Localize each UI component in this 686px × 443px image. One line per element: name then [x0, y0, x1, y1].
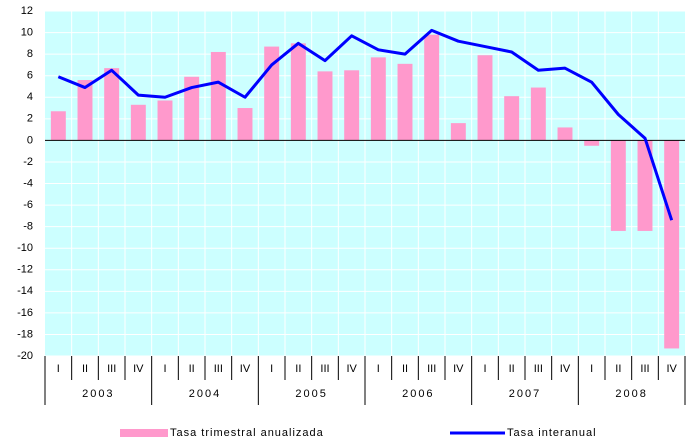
x-tick-label: III	[214, 363, 223, 375]
y-tick-label: -4	[23, 177, 33, 189]
x-tick-label: II	[189, 363, 195, 375]
legend-label: Tasa interanual	[507, 427, 597, 439]
bar	[664, 140, 680, 349]
x-tick-label: II	[295, 363, 301, 375]
x-tick-label: IV	[453, 363, 464, 375]
legend-label: Tasa trimestral anualizada	[170, 427, 324, 439]
bar	[290, 43, 306, 141]
y-tick-label: -20	[17, 350, 33, 362]
bar	[450, 123, 466, 141]
x-group-label: 2007	[509, 388, 541, 400]
bar	[424, 34, 440, 141]
bar	[584, 140, 600, 146]
legend-swatch	[120, 429, 168, 437]
x-group-label: 2008	[615, 388, 647, 400]
y-tick-label: -18	[17, 328, 33, 340]
y-tick-label: -14	[17, 285, 33, 297]
x-tick-label: II	[615, 363, 621, 375]
y-tick-label: -2	[23, 156, 33, 168]
x-tick-label: I	[163, 363, 166, 375]
bar	[344, 70, 360, 141]
bar	[557, 127, 573, 141]
bar	[637, 140, 653, 231]
x-group-label: 2004	[189, 388, 221, 400]
y-tick-label: 12	[21, 5, 33, 17]
bar	[504, 96, 520, 141]
bar	[610, 140, 626, 231]
x-tick-label: I	[377, 363, 380, 375]
bar	[77, 80, 93, 141]
x-group-label: 2006	[402, 388, 434, 400]
x-tick-label: II	[82, 363, 88, 375]
bar	[397, 63, 413, 141]
x-tick-label: III	[534, 363, 543, 375]
y-tick-label: -12	[17, 264, 33, 276]
x-tick-label: II	[402, 363, 408, 375]
bar	[104, 68, 120, 141]
x-tick-label: I	[483, 363, 486, 375]
line	[57, 28, 674, 221]
y-tick-label: 8	[27, 48, 33, 60]
y-tick-label: 4	[27, 91, 33, 103]
bar	[157, 100, 173, 141]
x-tick-label: I	[270, 363, 273, 375]
y-tick-label: 2	[27, 113, 33, 125]
x-tick-label: IV	[560, 363, 571, 375]
bar	[477, 55, 493, 141]
x-group-label: 2003	[82, 388, 114, 400]
x-tick-label: IV	[666, 363, 677, 375]
bar	[50, 111, 66, 141]
y-tick-label: 0	[27, 134, 33, 146]
x-tick-label: IV	[240, 363, 251, 375]
y-tick-label: 6	[27, 70, 33, 82]
bar	[317, 71, 333, 141]
x-tick-label: III	[640, 363, 649, 375]
bar	[130, 104, 146, 141]
y-tick-label: 10	[21, 26, 33, 38]
x-tick-label: II	[509, 363, 515, 375]
y-tick-label: -6	[23, 199, 33, 211]
bar	[237, 108, 253, 141]
x-tick-label: III	[320, 363, 329, 375]
x-tick-label: I	[590, 363, 593, 375]
y-tick-label: -10	[17, 242, 33, 254]
x-group-label: 2005	[295, 388, 327, 400]
bar	[370, 57, 386, 141]
bar	[184, 76, 200, 141]
bar	[530, 87, 546, 141]
x-tick-label: III	[427, 363, 436, 375]
y-tick-label: -8	[23, 221, 33, 233]
x-tick-label: III	[107, 363, 116, 375]
y-tick-label: -16	[17, 307, 33, 319]
bar	[210, 51, 226, 141]
x-tick-label: IV	[346, 363, 357, 375]
x-tick-label: IV	[133, 363, 144, 375]
x-tick-label: I	[57, 363, 60, 375]
